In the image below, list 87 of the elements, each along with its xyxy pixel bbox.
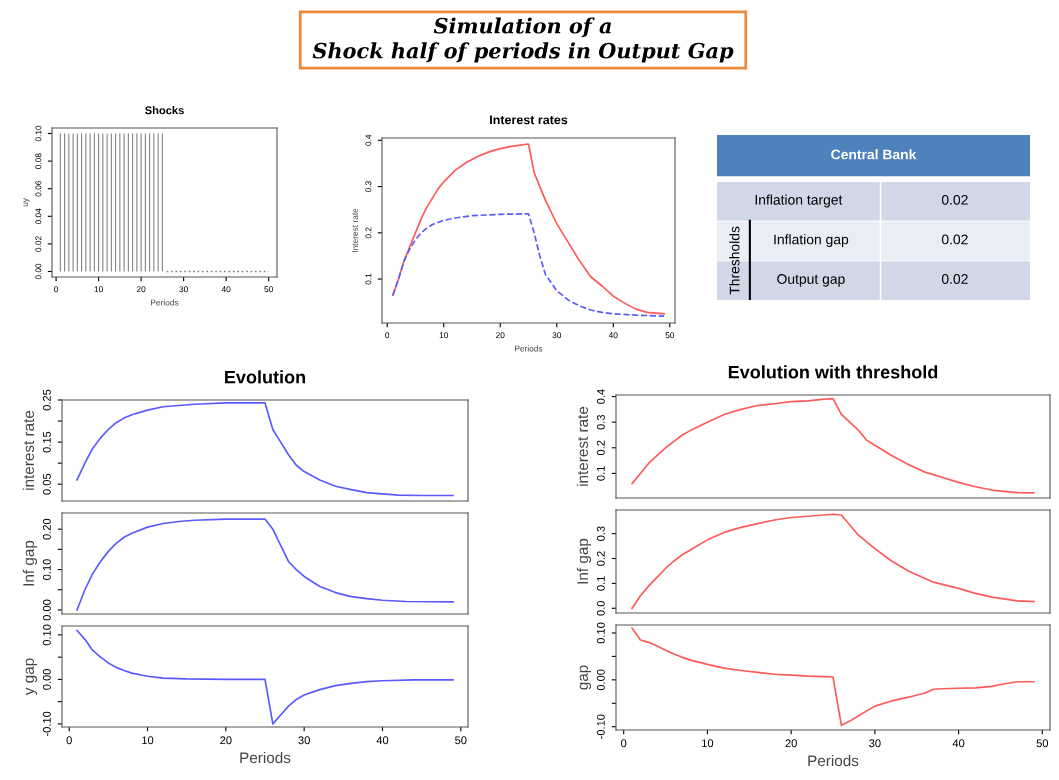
line-series <box>392 213 665 317</box>
y-tick-label: 0.10 <box>42 624 51 646</box>
y-tick-label: 0.00 <box>596 669 605 691</box>
chart-title: Shocks <box>145 106 184 115</box>
text: Simulation of a Shock half of periods in Output Gap <box>312 17 734 63</box>
line-series <box>631 627 1035 727</box>
line-series <box>76 402 454 497</box>
x-tick-label: 0 <box>66 736 72 745</box>
chart-title: Interest rates <box>490 115 568 125</box>
category-label: Inflation gap <box>774 234 849 248</box>
line-series <box>631 397 1035 494</box>
chart-title: Evolution with threshold <box>728 365 938 379</box>
x-tick-label: 20 <box>220 736 232 745</box>
y-tick-label: 0.3 <box>365 181 372 193</box>
category-label: Inflation target <box>755 194 843 208</box>
y-axis-title: y gap <box>25 658 38 696</box>
y-tick-label: 0.06 <box>35 180 42 197</box>
text: Thresholds <box>729 226 740 295</box>
data-label: 0.02 <box>941 194 968 205</box>
y-axis-title: gap <box>579 665 592 690</box>
y-tick-label: 0.3 <box>596 526 605 541</box>
data-label: 0.02 <box>941 234 968 245</box>
x-tick-label: 40 <box>221 286 231 293</box>
y-tick-label: 0.02 <box>35 236 42 252</box>
x-axis-title: Periods <box>240 751 291 764</box>
y-tick-label: -0.10 <box>596 714 605 739</box>
y-tick-label: 0.05 <box>42 473 51 495</box>
y-tick-label: 0.4 <box>596 389 605 404</box>
x-tick-label: 20 <box>785 739 797 748</box>
x-tick-label: 10 <box>94 286 103 293</box>
x-axis-title: Periods <box>808 754 859 767</box>
y-tick-label: 0.10 <box>35 125 42 142</box>
x-tick-label: 30 <box>869 739 881 748</box>
y-tick-label: 0.10 <box>596 622 605 644</box>
y-tick-label: 0.00 <box>35 263 42 280</box>
y-tick-label: 0.1 <box>596 576 605 591</box>
x-axis-title: Periods <box>515 345 543 352</box>
y-axis-title: interest rate <box>22 410 35 490</box>
y-axis-title: Inf gap <box>576 538 592 584</box>
line-series <box>631 513 1035 610</box>
x-tick-label: 0 <box>54 286 59 293</box>
y-tick-label: 0.2 <box>365 227 372 239</box>
line-series <box>76 518 454 611</box>
x-tick-label: 40 <box>376 736 389 745</box>
y-axis-title: uy <box>23 198 30 207</box>
x-tick-label: 20 <box>136 286 146 293</box>
x-tick-label: 40 <box>952 739 965 748</box>
line-series <box>76 629 454 725</box>
line-series <box>392 143 665 315</box>
y-tick-label: 0.00 <box>42 599 51 621</box>
category-label: Output gap <box>777 274 845 287</box>
y-axis-title: Interest rate <box>352 208 358 252</box>
y-tick-label: 0.1 <box>365 273 372 285</box>
x-axis-title: Periods <box>151 299 179 306</box>
x-tick-label: 50 <box>264 286 273 293</box>
x-tick-label: 10 <box>439 332 449 339</box>
x-tick-label: 30 <box>179 286 188 293</box>
text: Central Bank <box>831 149 917 160</box>
y-tick-label: 0.2 <box>596 440 605 456</box>
y-axis-title: Inf gap <box>22 540 38 586</box>
y-tick-label: 0.2 <box>596 551 605 566</box>
y-tick-label: 0.25 <box>42 389 51 411</box>
y-tick-label: 0.3 <box>596 414 605 430</box>
chart-title: Evolution <box>225 370 306 384</box>
y-tick-label: -0.10 <box>42 711 51 737</box>
x-tick-label: 40 <box>608 332 618 339</box>
y-tick-label: 0.15 <box>42 431 51 453</box>
y-tick-label: 0.08 <box>35 153 42 169</box>
x-tick-label: 10 <box>142 736 154 745</box>
x-tick-label: 30 <box>552 332 562 339</box>
x-tick-label: 30 <box>298 736 310 745</box>
x-tick-label: 0 <box>385 332 390 339</box>
y-tick-label: 0.0 <box>596 600 605 616</box>
y-tick-label: 0.4 <box>365 134 372 146</box>
data-label: 0.02 <box>941 274 968 284</box>
y-axis-title: interest rate <box>576 406 589 486</box>
x-tick-label: 20 <box>496 332 505 339</box>
x-tick-label: 0 <box>621 739 627 748</box>
y-tick-label: 0.00 <box>42 669 51 690</box>
x-tick-label: 50 <box>455 736 467 745</box>
y-tick-label: 0.20 <box>42 518 51 540</box>
y-tick-label: 0.1 <box>596 466 605 481</box>
y-tick-label: 0.10 <box>42 559 51 580</box>
y-tick-label: 0.04 <box>35 208 42 225</box>
x-tick-label: 50 <box>665 332 675 339</box>
x-tick-label: 10 <box>702 739 714 748</box>
x-tick-label: 50 <box>1036 739 1049 748</box>
